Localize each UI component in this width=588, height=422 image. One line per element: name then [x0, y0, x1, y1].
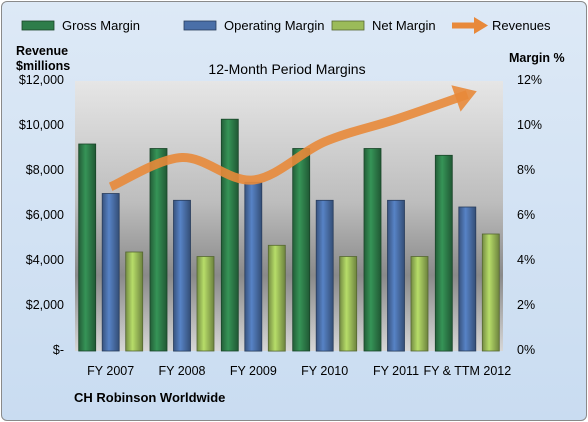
bar-net-margin-6	[481, 233, 500, 352]
revenue-line	[108, 90, 469, 191]
bar-net-margin-3	[267, 244, 286, 352]
bar-gross-margin-3	[220, 118, 239, 352]
legend-arrow-revenues	[474, 17, 488, 34]
bar-gross-margin-2	[149, 148, 168, 352]
bar-operating-margin-2	[173, 199, 191, 352]
bar-net-margin-4	[339, 256, 358, 352]
bar-net-margin-2	[196, 256, 215, 352]
left-tick-label: $12,000	[18, 73, 64, 87]
category-label: FY 2011	[372, 364, 420, 378]
left-tick-label: $4,000	[25, 253, 64, 267]
legend-label-net-margin: Net Margin	[372, 18, 436, 33]
bar-net-margin-1	[125, 251, 144, 352]
right-tick-label: 6%	[517, 208, 536, 222]
right-axis-title: Margin %	[509, 51, 565, 65]
bar-operating-margin-4	[315, 199, 334, 352]
legend-label-operating-margin: Operating Margin	[224, 18, 324, 33]
left-tick-label: $-	[52, 343, 64, 357]
company-name: CH Robinson Worldwide	[74, 390, 226, 405]
category-label: FY 2009	[229, 364, 277, 378]
revenue-arrow-head	[451, 85, 477, 112]
left-axis-title-line1: Revenue	[16, 44, 69, 58]
category-label: FY & TTM 2012	[423, 364, 512, 378]
bar-gross-margin-1	[78, 143, 97, 352]
bar-operating-margin-5	[387, 199, 405, 352]
bar-gross-margin-4	[292, 148, 311, 352]
right-tick-label: 2%	[517, 298, 536, 312]
legend-swatch-operating-margin	[183, 20, 217, 31]
category-label: FY 2007	[87, 364, 135, 378]
right-tick-label: 8%	[517, 163, 536, 177]
bar-gross-margin-6	[434, 154, 453, 352]
right-tick-label: 12%	[517, 73, 543, 87]
bar-operating-margin-3	[244, 181, 263, 352]
left-tick-label: $10,000	[18, 118, 64, 132]
chart-title: 12-Month Period Margins	[208, 61, 366, 77]
right-tick-label: 4%	[517, 253, 536, 267]
bar-operating-margin-1	[101, 193, 120, 352]
legend-swatch-gross-margin	[21, 20, 55, 31]
left-axis-title-line2: $millions	[16, 59, 71, 73]
legend-label-revenues: Revenues	[492, 18, 551, 33]
bar-gross-margin-5	[363, 148, 382, 352]
right-tick-label: 10%	[517, 118, 543, 132]
bar-operating-margin-6	[458, 206, 477, 352]
legend-swatch-net-margin	[331, 20, 365, 31]
left-tick-label: $2,000	[25, 298, 64, 312]
category-label: FY 2008	[158, 364, 206, 378]
legend: Gross Margin Operating Margin Net Margin Re…	[21, 17, 551, 34]
category-label: FY 2010	[301, 364, 349, 378]
legend-label-gross-margin: Gross Margin	[62, 18, 140, 33]
bar-net-margin-5	[410, 256, 429, 352]
right-tick-label: 0%	[517, 343, 536, 357]
left-tick-label: $8,000	[25, 163, 64, 177]
left-tick-label: $6,000	[25, 208, 64, 222]
